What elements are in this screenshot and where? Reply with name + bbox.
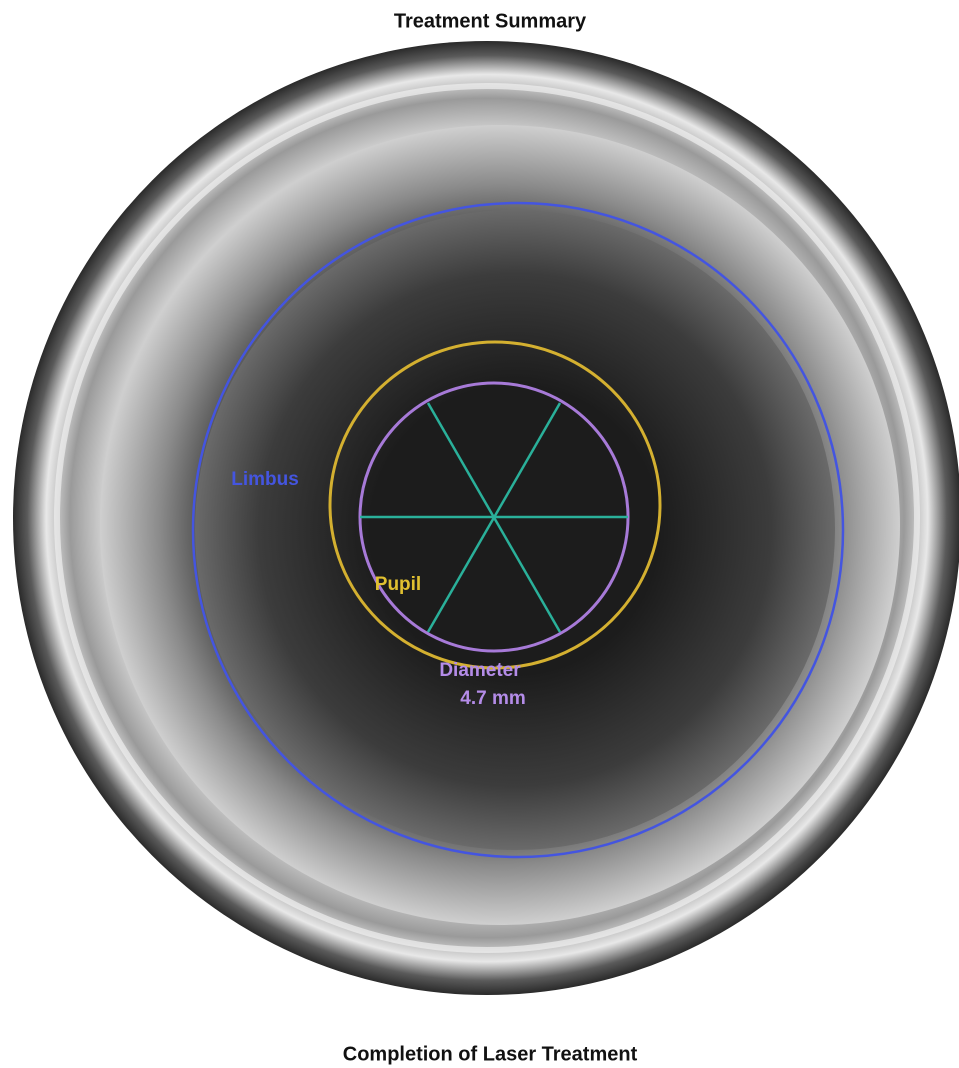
pupil-label: Pupil (375, 574, 421, 595)
caption: Completion of Laser Treatment (343, 1043, 638, 1065)
dish-rim (54, 83, 920, 953)
diameter-value: 4.7 mm (460, 688, 525, 709)
page-title: Treatment Summary (394, 10, 587, 32)
limbus-ring (191, 201, 845, 859)
diameter-label: Diameter (439, 660, 521, 681)
spoke (426, 402, 562, 633)
pupil-ring (328, 340, 662, 670)
eye-image (13, 41, 959, 995)
iris (195, 210, 835, 850)
limbus-label: Limbus (231, 469, 299, 490)
treatment-spokes (360, 402, 628, 633)
